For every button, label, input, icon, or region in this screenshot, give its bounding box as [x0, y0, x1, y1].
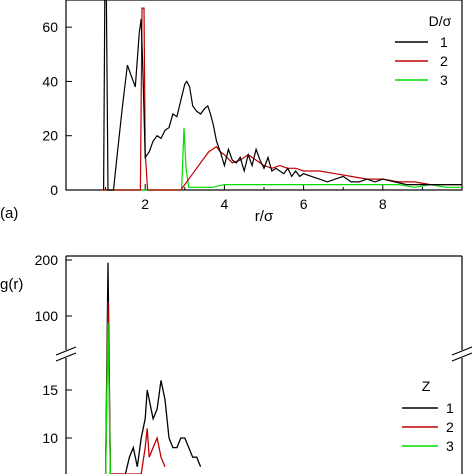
x-tick-label: 6 — [300, 196, 308, 212]
panel-a-x-axis-label: r/σ — [255, 208, 274, 225]
y-tick-label: 40 — [42, 73, 58, 89]
panel-a-frame — [65, 0, 463, 191]
panel-b-legend-title: Z — [422, 378, 431, 394]
panel-b-y-axis-label: g(r) — [0, 276, 23, 293]
series-line-2 — [104, 301, 166, 474]
legend-label-3: 3 — [446, 438, 454, 454]
axis-break-left — [55, 346, 77, 362]
y-tick-label: 20 — [42, 128, 58, 144]
legend-label-1: 1 — [446, 400, 454, 416]
legend-label-2: 2 — [440, 53, 448, 69]
panel-b-series — [104, 262, 202, 474]
y-tick-label: 10 — [42, 430, 58, 446]
panel-a-legend: D/σ 1 2 3 — [395, 13, 452, 88]
panel-b: 200 100 15 10 g(r) Z 1 2 3 — [0, 252, 473, 474]
panel-b-legend: Z 1 2 3 — [402, 378, 454, 454]
panel-a-series — [101, 0, 462, 191]
legend-label-1: 1 — [440, 34, 448, 50]
y-tick-label: 15 — [42, 382, 58, 398]
panel-b-y-ticks: 200 100 15 10 — [35, 252, 72, 446]
panel-a: 0 20 40 60 2 4 6 8 (a) r/σ D/σ 1 2 3 — [0, 0, 463, 225]
legend-label-2: 2 — [446, 419, 454, 435]
panel-a-x-ticks: 2 4 6 8 — [105, 184, 423, 212]
series-line-1 — [104, 262, 202, 474]
series-line-2 — [101, 7, 462, 191]
series-line-3 — [104, 322, 112, 474]
series-line-1 — [103, 0, 462, 191]
y-tick-label: 60 — [42, 19, 58, 35]
x-tick-label: 8 — [379, 196, 387, 212]
x-tick-label: 2 — [141, 196, 149, 212]
panel-a-y-ticks: 0 20 40 60 — [42, 19, 72, 198]
axis-break-right — [451, 346, 473, 362]
panel-a-label: (a) — [0, 205, 18, 222]
y-tick-label: 200 — [35, 252, 59, 268]
y-tick-label: 100 — [35, 308, 59, 324]
panel-a-legend-title: D/σ — [429, 13, 452, 29]
y-tick-label: 0 — [50, 182, 58, 198]
x-tick-label: 4 — [221, 196, 229, 212]
legend-label-3: 3 — [440, 72, 448, 88]
